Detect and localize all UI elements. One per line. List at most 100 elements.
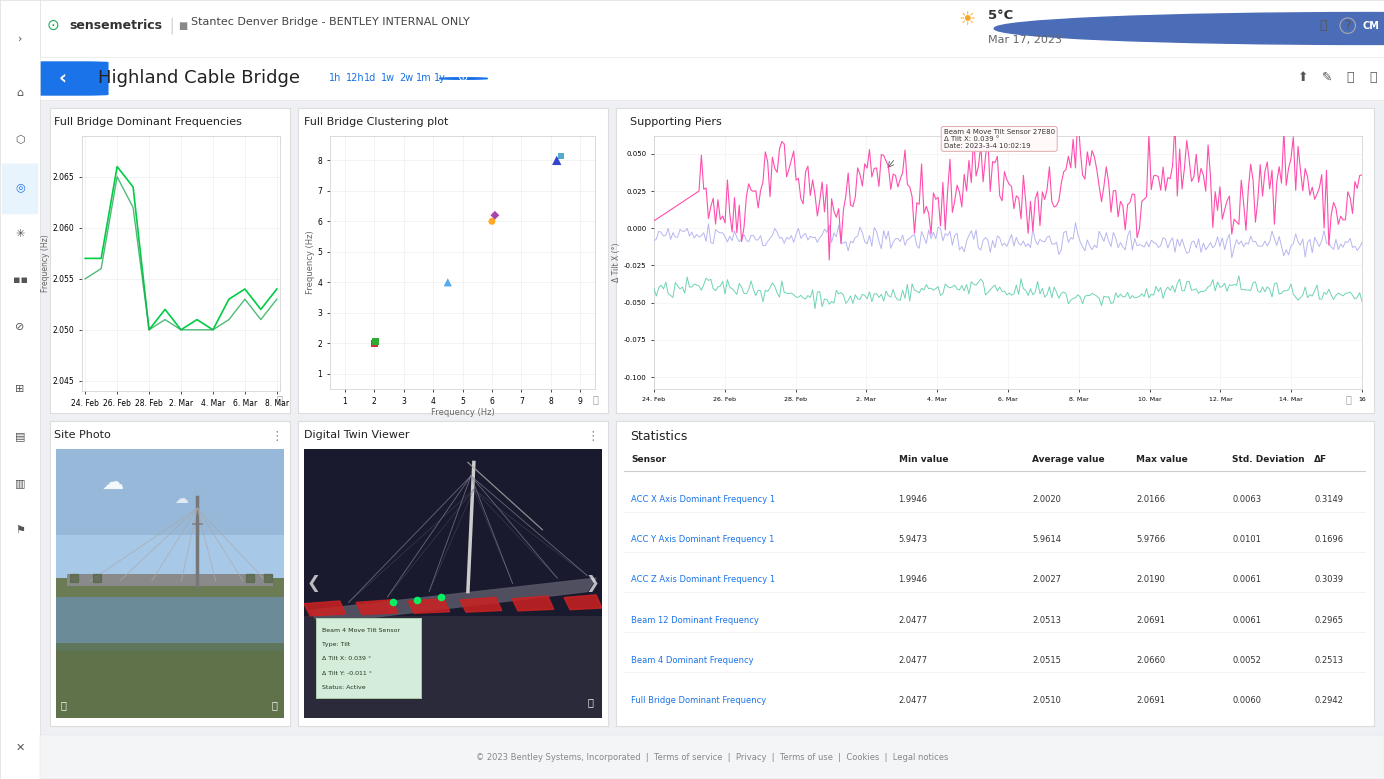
Text: 2.0510: 2.0510 (1032, 696, 1062, 705)
Text: Beam 4 Move Tilt Sensor 27E80
Δ Tilt X: 0.039 °
Date: 2023-3-4 10:02:19: Beam 4 Move Tilt Sensor 27E80 Δ Tilt X: … (944, 129, 1055, 149)
Text: 1w: 1w (382, 72, 396, 83)
Text: │: │ (167, 17, 176, 34)
Text: 1d: 1d (364, 72, 376, 83)
Text: 5.9614: 5.9614 (1032, 535, 1062, 545)
Text: ⋮: ⋮ (587, 430, 599, 443)
Text: 0.0060: 0.0060 (1232, 696, 1261, 705)
Text: 0.0061: 0.0061 (1232, 576, 1261, 584)
Text: ✳: ✳ (15, 229, 25, 238)
Polygon shape (459, 597, 502, 612)
Text: ⓘ: ⓘ (1370, 71, 1377, 84)
Text: ❯: ❯ (585, 574, 599, 593)
Text: ⚑: ⚑ (15, 525, 25, 534)
Text: 0.2965: 0.2965 (1313, 615, 1342, 625)
Text: ⊘: ⊘ (15, 323, 25, 332)
Bar (55, 449, 284, 535)
Text: 1y: 1y (433, 72, 446, 83)
Text: Mar 17, 2023: Mar 17, 2023 (988, 35, 1062, 45)
Text: © 2023 Bentley Systems, Incorporated  |  Terms of service  |  Privacy  |  Terms : © 2023 Bentley Systems, Incorporated | T… (476, 753, 948, 762)
Text: 2.0691: 2.0691 (1136, 615, 1165, 625)
Text: ☁: ☁ (102, 474, 125, 493)
Polygon shape (408, 598, 450, 613)
Text: 2.0477: 2.0477 (898, 696, 927, 705)
Text: Supporting Piers: Supporting Piers (630, 117, 721, 127)
Point (484, 209, 507, 221)
Text: 2.0660: 2.0660 (1136, 656, 1165, 664)
Text: ‹: ‹ (60, 68, 66, 87)
Polygon shape (356, 600, 397, 615)
Text: sensemetrics: sensemetrics (69, 19, 162, 32)
Text: Full Bridge Dominant Frequencies: Full Bridge Dominant Frequencies (54, 117, 242, 127)
Text: ⛶: ⛶ (592, 394, 599, 404)
Text: 1h: 1h (329, 72, 342, 83)
Text: ACC Z Axis Dominant Frequency 1: ACC Z Axis Dominant Frequency 1 (631, 576, 775, 584)
Text: 2w: 2w (399, 72, 412, 83)
Text: ☁: ☁ (174, 492, 188, 506)
Circle shape (994, 12, 1384, 44)
Point (363, 337, 385, 350)
Text: 0.3149: 0.3149 (1313, 495, 1342, 504)
Text: ACC X Axis Dominant Frequency 1: ACC X Axis Dominant Frequency 1 (631, 495, 775, 504)
Text: 0.0052: 0.0052 (1232, 656, 1261, 664)
Text: ⬆: ⬆ (1298, 71, 1309, 84)
Text: Beam 4 Move Tilt Sensor: Beam 4 Move Tilt Sensor (322, 628, 400, 633)
Text: 0.0101: 0.0101 (1232, 535, 1261, 545)
Circle shape (439, 78, 487, 79)
Text: Beam 4 Dominant Frequency: Beam 4 Dominant Frequency (631, 656, 754, 664)
Text: 5.9766: 5.9766 (1136, 535, 1165, 545)
Text: ACC Y Axis Dominant Frequency 1: ACC Y Axis Dominant Frequency 1 (631, 535, 775, 545)
Text: 🗑: 🗑 (1347, 71, 1354, 84)
Text: Status: Active: Status: Active (322, 686, 365, 690)
FancyBboxPatch shape (1, 164, 39, 214)
Text: 🔔: 🔔 (1320, 19, 1327, 32)
Text: Digital Twin Viewer: Digital Twin Viewer (303, 430, 410, 440)
Text: Average value: Average value (1032, 455, 1104, 464)
Text: 5.9473: 5.9473 (898, 535, 927, 545)
Text: 1.9946: 1.9946 (898, 495, 927, 504)
Bar (55, 449, 284, 578)
Text: ▤: ▤ (15, 432, 25, 441)
Point (364, 336, 386, 348)
Text: Statistics: Statistics (630, 430, 686, 443)
Text: 2.0477: 2.0477 (898, 615, 927, 625)
Text: ›: › (18, 34, 22, 44)
Text: ▪▪: ▪▪ (12, 276, 28, 285)
Text: 0.1696: 0.1696 (1313, 535, 1344, 545)
Polygon shape (304, 601, 346, 615)
Text: ☀: ☀ (959, 10, 976, 30)
Point (545, 154, 567, 167)
Text: 1m: 1m (417, 72, 432, 83)
Point (549, 150, 572, 162)
X-axis label: Frequency (Hz): Frequency (Hz) (430, 408, 494, 418)
Text: Δ Tilt X: 0.039 °: Δ Tilt X: 0.039 ° (322, 657, 371, 661)
Text: Full Bridge Clustering plot: Full Bridge Clustering plot (303, 117, 448, 127)
Bar (304, 615, 602, 718)
Text: 2.0477: 2.0477 (898, 656, 927, 664)
Text: ⌂: ⌂ (17, 89, 24, 98)
Text: ⛶: ⛶ (587, 697, 594, 707)
Text: Full Bridge Dominant Frequency: Full Bridge Dominant Frequency (631, 696, 767, 705)
Text: 2.0020: 2.0020 (1032, 495, 1062, 504)
Text: ⊕: ⊕ (458, 71, 469, 84)
Y-axis label: Frequency (Hz): Frequency (Hz) (42, 234, 50, 292)
Text: 2.0027: 2.0027 (1032, 576, 1062, 584)
Point (480, 215, 502, 227)
Text: 5°C: 5°C (988, 9, 1013, 23)
Y-axis label: Frequency (Hz): Frequency (Hz) (306, 231, 314, 294)
Text: ⛶: ⛶ (271, 700, 277, 710)
Text: 2.0513: 2.0513 (1032, 615, 1062, 625)
Point (437, 276, 459, 288)
Text: Beam 12 Dominant Frequency: Beam 12 Dominant Frequency (631, 615, 760, 625)
Text: ⊙: ⊙ (47, 18, 60, 33)
Text: Min value: Min value (898, 455, 948, 464)
Text: ⊞: ⊞ (15, 385, 25, 394)
Polygon shape (565, 595, 602, 610)
Text: Max value: Max value (1136, 455, 1187, 464)
Text: 0.2513: 0.2513 (1313, 656, 1342, 664)
Text: ■: ■ (179, 21, 188, 30)
Text: Δ Tilt Y: -0.011 °: Δ Tilt Y: -0.011 ° (322, 671, 372, 676)
Text: ✎: ✎ (1322, 71, 1333, 84)
Text: 2.0515: 2.0515 (1032, 656, 1062, 664)
Text: Std. Deviation: Std. Deviation (1232, 455, 1305, 464)
Text: ⛶: ⛶ (1345, 394, 1351, 404)
